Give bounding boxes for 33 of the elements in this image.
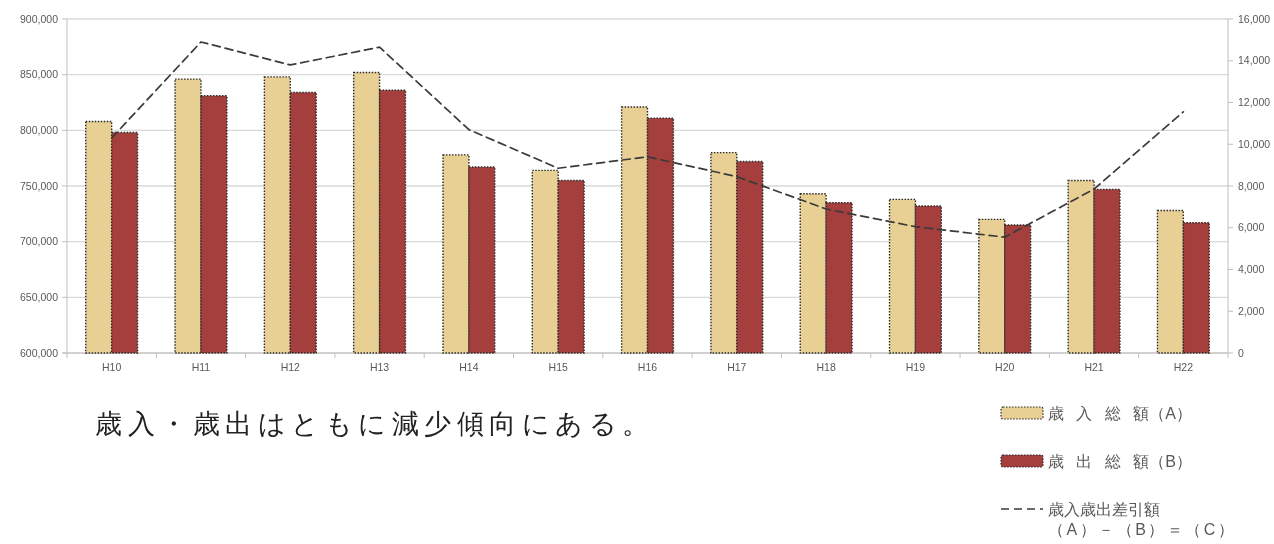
x-tick-label: H14 bbox=[459, 361, 479, 373]
y2-tick-label: 10,000 bbox=[1238, 137, 1271, 150]
y-tick-label: 650,000 bbox=[20, 290, 59, 303]
y2-tick-label: 8,000 bbox=[1238, 179, 1265, 192]
y-tick-label: 850,000 bbox=[20, 68, 59, 81]
y-tick-label: 900,000 bbox=[20, 12, 59, 25]
x-tick-label: H21 bbox=[1084, 361, 1104, 373]
x-tick-label: H11 bbox=[191, 361, 211, 373]
y2-tick-label: 0 bbox=[1238, 346, 1244, 359]
y2-tick-label: 16,000 bbox=[1238, 12, 1271, 25]
x-tick-label: H20 bbox=[995, 361, 1015, 373]
y2-tick-label: 4,000 bbox=[1238, 263, 1265, 275]
x-tick-label: H12 bbox=[280, 361, 301, 373]
x-tick-label: H19 bbox=[905, 361, 926, 373]
x-tick-label: H10 bbox=[102, 361, 122, 373]
legend-label: 歳入歳出差引額（A）－（B）＝（C） bbox=[1048, 500, 1237, 538]
y2-tick-label: 14,000 bbox=[1238, 54, 1271, 67]
y2-tick-label: 12,000 bbox=[1238, 96, 1271, 108]
x-tick-label: H13 bbox=[369, 361, 390, 373]
y-tick-label: 600,000 bbox=[20, 346, 59, 359]
x-tick-label: H22 bbox=[1173, 361, 1194, 373]
x-tick-label: H15 bbox=[548, 361, 568, 373]
y2-tick-label: 2,000 bbox=[1238, 304, 1265, 317]
text: 歳入・歳出はともに減少傾向にある。 bbox=[95, 409, 655, 439]
legend-label: 歳 入 総 額（A） bbox=[1048, 404, 1193, 422]
y2-tick-label: 6,000 bbox=[1238, 221, 1265, 234]
legend-label: 歳 出 総 額（B） bbox=[1048, 452, 1193, 470]
y-tick-label: 800,000 bbox=[20, 123, 59, 136]
x-tick-label: H18 bbox=[816, 361, 836, 373]
y-tick-label: 750,000 bbox=[20, 179, 59, 192]
x-tick-label: H16 bbox=[637, 361, 658, 373]
y-tick-label: 700,000 bbox=[20, 235, 59, 248]
x-tick-label: H17 bbox=[727, 361, 747, 373]
